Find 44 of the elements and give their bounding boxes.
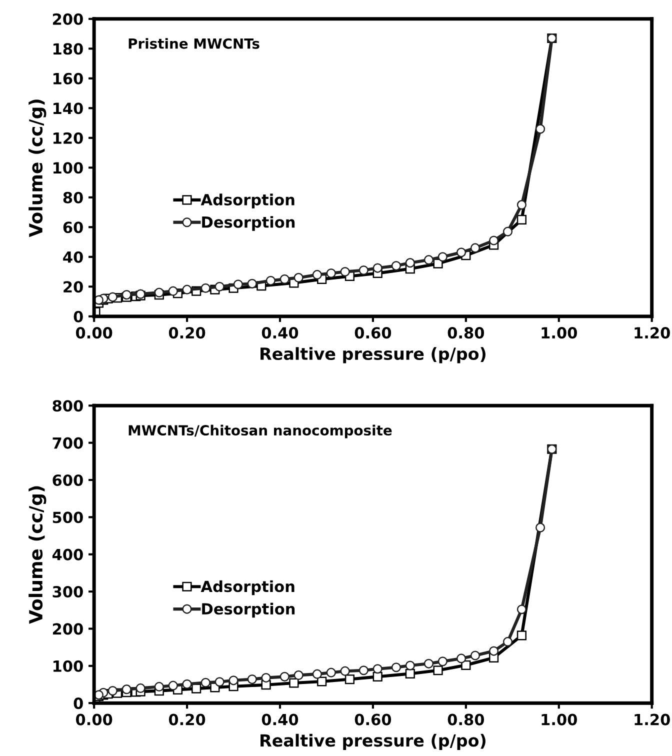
- x-tick-label: 1.00: [542, 327, 577, 339]
- y-tick-label: 60: [63, 222, 83, 234]
- y-tick-label: 80: [63, 192, 83, 204]
- legend-label: Desorption: [202, 602, 295, 618]
- y-tick-label: 0: [74, 698, 83, 710]
- annotation: Pristine MWCNTs: [128, 38, 260, 49]
- x-tick-label: 0.40: [262, 714, 298, 726]
- x-tick-label: 1.20: [634, 327, 670, 339]
- x-tick-label: 0.00: [76, 327, 112, 339]
- x-tick-label: 1.00: [542, 714, 577, 726]
- y-tick-label: 300: [52, 586, 83, 598]
- y-tick-label: 140: [53, 102, 83, 114]
- y-tick-label: 40: [63, 251, 83, 263]
- y-tick-label: 180: [53, 43, 83, 55]
- x-tick-label: 0.60: [354, 714, 392, 726]
- legend-label: Adsorption: [200, 580, 294, 596]
- x-axis-title: Realtive pressure (p/po): [260, 347, 486, 364]
- x-tick-label: 1.20: [634, 714, 670, 726]
- y-axis-title: Volume (cc/g): [28, 486, 46, 624]
- y-tick-label: 0: [74, 310, 83, 322]
- legend-label: Adsorption: [200, 194, 294, 208]
- x-axis-title: Realtive pressure (p/po): [260, 734, 486, 750]
- y-tick-label: 200: [52, 13, 83, 25]
- y-tick-label: 200: [52, 623, 83, 635]
- x-tick-label: 0.80: [448, 327, 484, 339]
- x-tick-label: 0.60: [354, 327, 392, 339]
- legend-label: Desorption: [202, 216, 295, 231]
- y-tick-label: 160: [53, 72, 83, 84]
- x-tick-label: 0.20: [168, 714, 206, 726]
- y-tick-label: 600: [52, 474, 83, 486]
- y-tick-label: 800: [52, 400, 83, 412]
- y-tick-label: 120: [53, 132, 83, 144]
- x-tick-label: 0.80: [448, 714, 484, 726]
- annotation: MWCNTs/Chitosan nanocomposite: [128, 424, 392, 438]
- x-tick-label: 0.40: [262, 327, 298, 339]
- y-tick-label: 100: [53, 162, 83, 174]
- y-tick-label: 400: [52, 548, 83, 560]
- y-axis-title: Volume (cc/g): [28, 100, 46, 238]
- y-tick-label: 20: [64, 281, 83, 293]
- y-tick-label: 700: [52, 437, 83, 449]
- y-tick-label: 500: [52, 512, 83, 524]
- x-tick-label: 0.00: [76, 714, 112, 726]
- x-tick-label: 0.20: [168, 327, 206, 339]
- y-tick-label: 100: [53, 660, 83, 672]
